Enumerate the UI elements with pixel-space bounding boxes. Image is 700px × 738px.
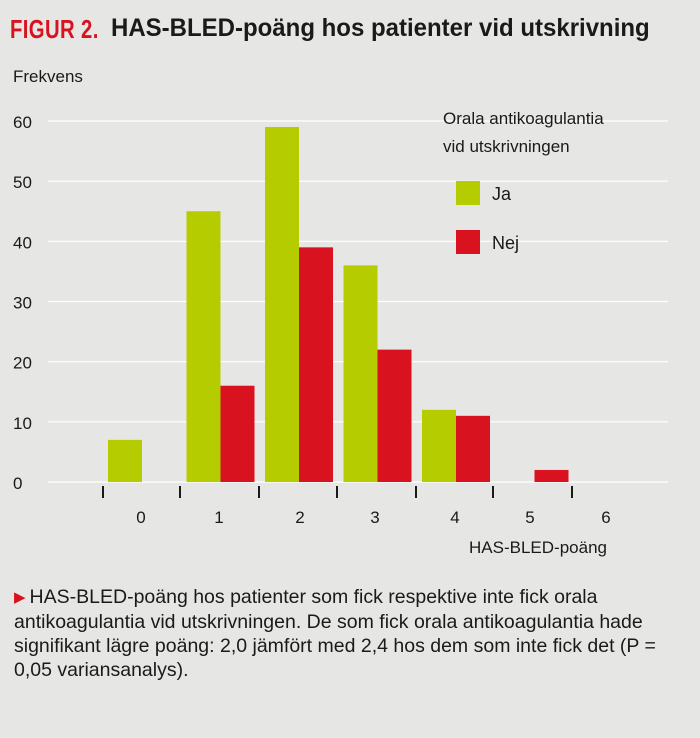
- x-tick-label: 1: [214, 508, 223, 527]
- bar-ja: [343, 265, 378, 482]
- figure-label: FIGUR 2.: [10, 14, 99, 44]
- x-tick-label: 3: [370, 508, 379, 527]
- x-axis-label: HAS-BLED-poäng: [469, 538, 607, 557]
- y-tick-label: 0: [13, 474, 22, 493]
- legend-title: vid utskrivningen: [443, 137, 570, 156]
- legend-swatch-nej: [456, 230, 480, 254]
- figure-caption: ▶ HAS-BLED-poäng hos patienter som fick r…: [14, 585, 690, 682]
- bar-chart: 0 10 20 30 40 50 60 Frekvens 0 1 2 3 4 5 6 HAS-BLED-poä…: [13, 67, 668, 557]
- y-tick-label: 30: [13, 294, 32, 313]
- y-axis-label: Frekvens: [13, 67, 83, 86]
- caption-triangle-icon: ▶: [14, 589, 26, 606]
- figure-header: FIGUR 2. HAS-BLED-poäng hos patienter vi…: [10, 14, 700, 45]
- legend-swatch-ja: [456, 181, 480, 205]
- bar-nej: [299, 247, 333, 482]
- bar-nej: [456, 415, 490, 482]
- y-tick-label: 50: [13, 173, 32, 192]
- y-tick-label: 60: [13, 113, 32, 132]
- y-tick-label: 20: [13, 354, 32, 373]
- figure-title: HAS-BLED-poäng hos patienter vid utskriv…: [111, 14, 650, 42]
- legend-title: Orala antikoagulantia: [443, 109, 604, 128]
- x-tick-label: 6: [601, 508, 610, 527]
- bar-ja: [108, 439, 142, 482]
- bar-ja: [422, 409, 456, 482]
- x-tick-label: 2: [295, 508, 304, 527]
- x-tick-label: 4: [450, 508, 459, 527]
- bar-nej: [377, 349, 412, 482]
- x-tick-label: 5: [525, 508, 534, 527]
- bar-nej: [220, 385, 255, 482]
- y-tick-label: 40: [13, 233, 32, 252]
- x-tick-label: 0: [136, 508, 145, 527]
- legend-label-nej: Nej: [492, 233, 519, 253]
- bar-nej: [534, 469, 569, 482]
- bar-ja: [186, 211, 221, 482]
- legend-label-ja: Ja: [492, 184, 512, 204]
- bar-ja: [265, 127, 299, 483]
- y-tick-label: 10: [13, 414, 32, 433]
- caption-text: HAS-BLED-poäng hos patienter som fick re…: [14, 586, 656, 681]
